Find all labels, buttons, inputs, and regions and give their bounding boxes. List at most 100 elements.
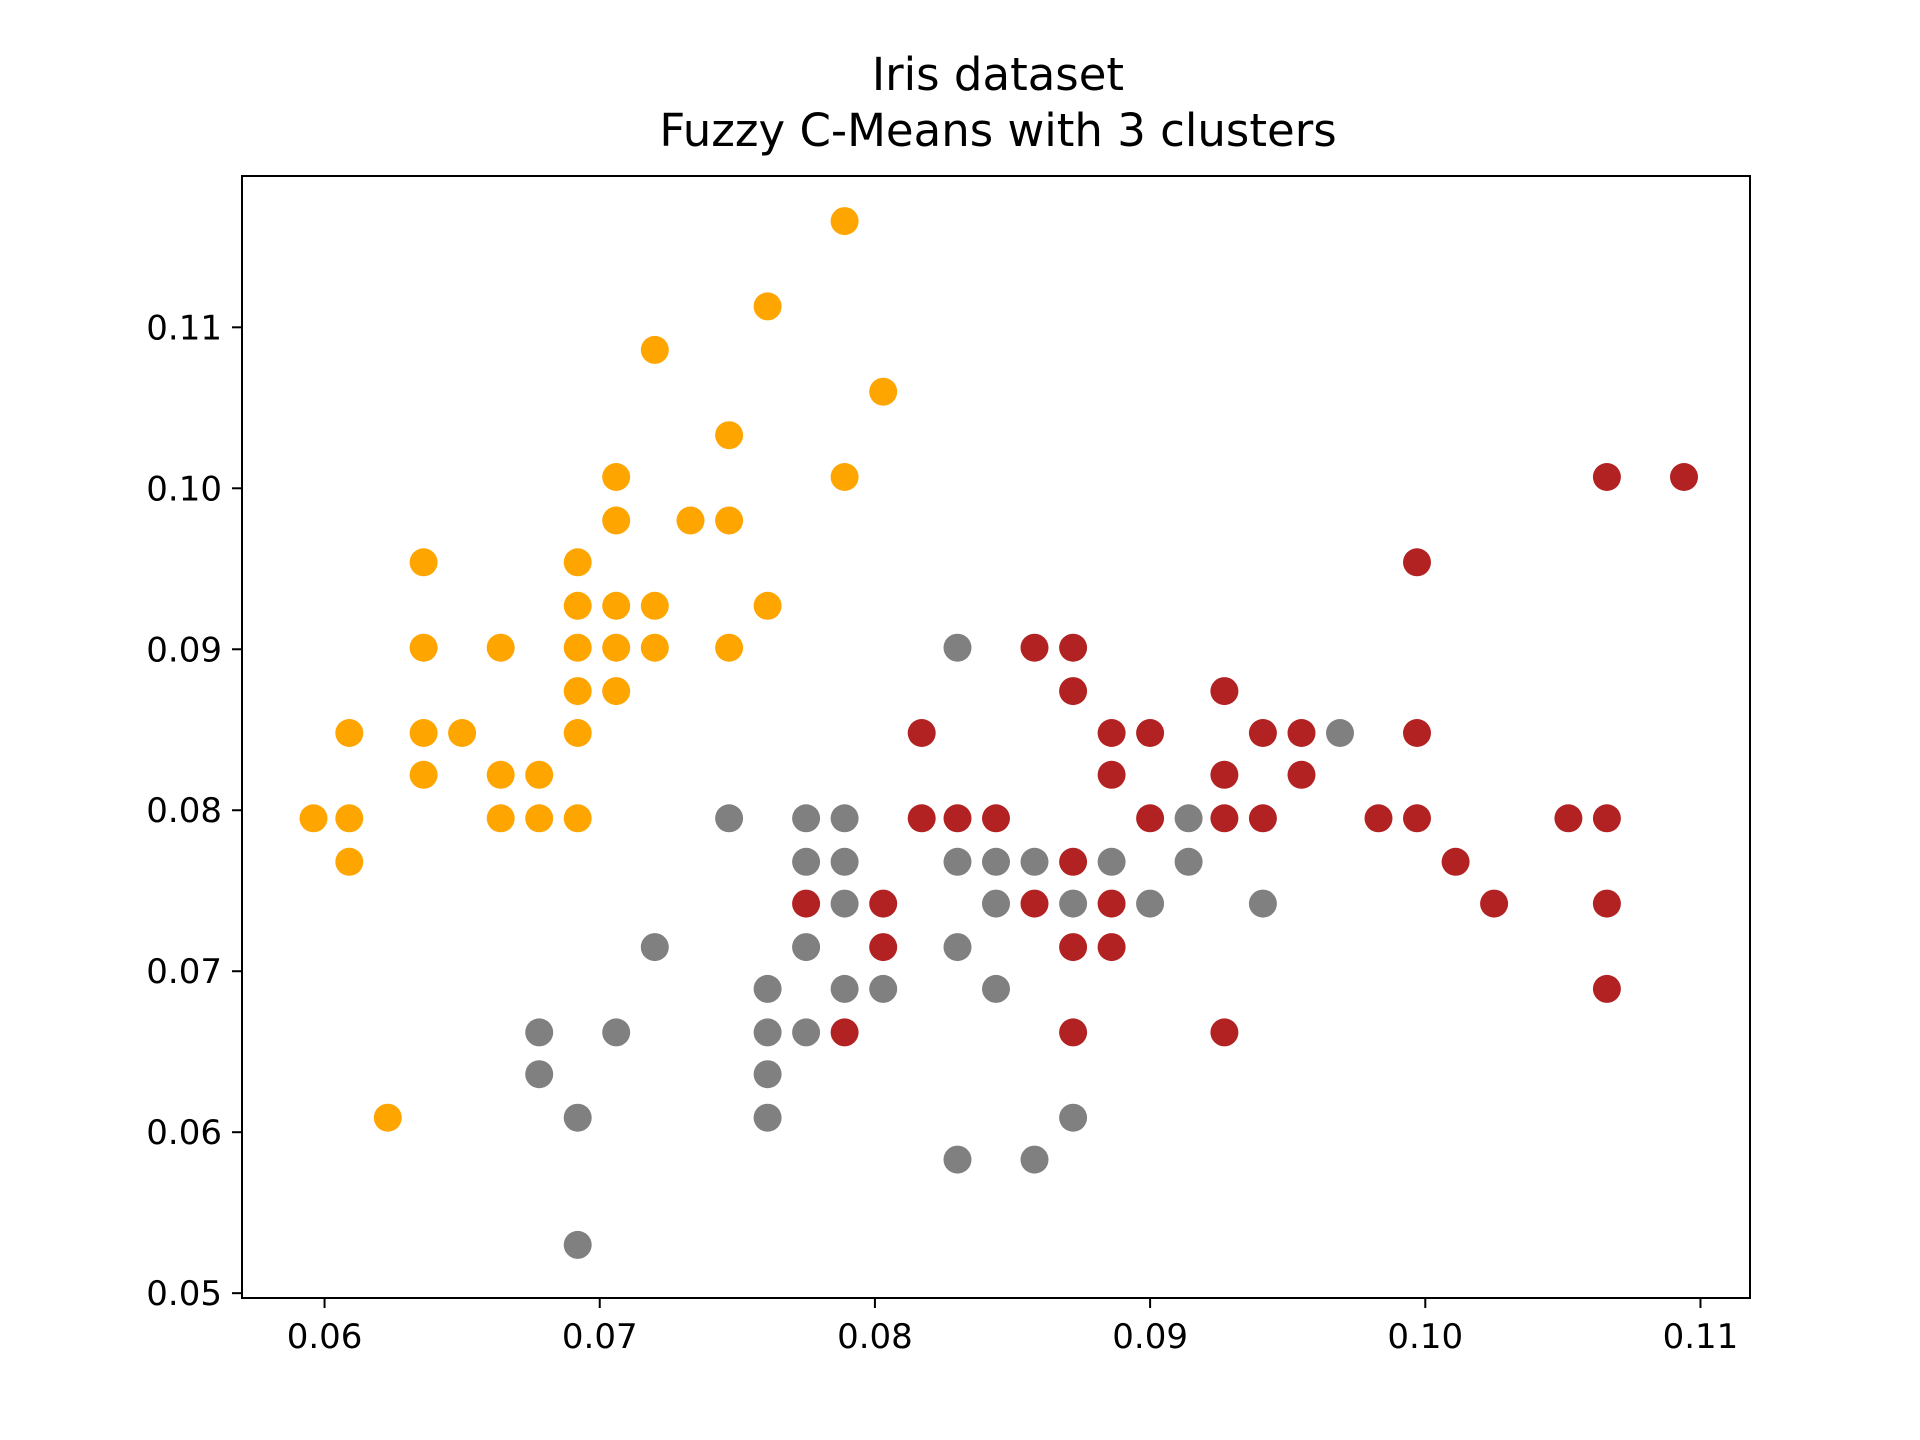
data-point bbox=[792, 847, 821, 876]
y-tick-label: 0.06 bbox=[146, 1113, 222, 1153]
data-point bbox=[1059, 677, 1088, 706]
x-tick-label: 0.10 bbox=[1387, 1317, 1463, 1357]
data-point bbox=[753, 1103, 782, 1132]
data-point bbox=[409, 760, 438, 789]
data-point bbox=[753, 292, 782, 321]
data-point bbox=[982, 889, 1010, 918]
data-point bbox=[1248, 719, 1277, 747]
data-point bbox=[753, 974, 782, 1003]
data-point bbox=[830, 889, 859, 918]
data-point bbox=[1480, 889, 1509, 918]
y-tick-label: 0.08 bbox=[146, 791, 222, 831]
data-point bbox=[563, 591, 592, 620]
data-point bbox=[869, 377, 898, 406]
y-tick-label: 0.07 bbox=[146, 952, 222, 992]
data-point bbox=[602, 506, 631, 535]
data-point bbox=[602, 1018, 631, 1047]
data-point bbox=[1059, 933, 1088, 962]
data-point bbox=[943, 633, 972, 662]
data-point bbox=[640, 335, 669, 364]
data-point bbox=[1059, 889, 1088, 918]
data-point bbox=[486, 804, 515, 833]
chart-subtitle: Fuzzy C-Means with 3 clusters bbox=[659, 104, 1336, 157]
data-point bbox=[1248, 804, 1277, 833]
data-point bbox=[830, 463, 859, 491]
data-point bbox=[1136, 804, 1165, 833]
data-point bbox=[715, 421, 744, 450]
y-tick-label: 0.05 bbox=[146, 1274, 222, 1314]
data-point bbox=[640, 933, 669, 962]
data-point bbox=[1441, 847, 1470, 876]
data-point bbox=[1210, 760, 1239, 789]
data-point bbox=[640, 591, 669, 620]
data-point bbox=[982, 847, 1010, 876]
data-point bbox=[1287, 719, 1316, 747]
data-point bbox=[676, 506, 705, 535]
cluster-series-2 bbox=[525, 633, 1354, 1259]
data-point bbox=[943, 933, 972, 962]
data-point bbox=[1210, 804, 1239, 833]
data-point bbox=[1210, 677, 1239, 706]
data-point bbox=[1592, 804, 1621, 833]
data-point bbox=[335, 804, 364, 833]
data-point bbox=[1364, 804, 1393, 833]
data-point bbox=[1210, 1018, 1239, 1047]
data-point bbox=[486, 633, 515, 662]
data-point bbox=[830, 1018, 859, 1047]
data-point bbox=[1403, 804, 1431, 833]
data-point bbox=[943, 847, 972, 876]
data-point bbox=[907, 719, 936, 747]
data-point bbox=[715, 804, 744, 833]
data-point bbox=[1554, 804, 1583, 833]
data-point bbox=[525, 1018, 554, 1047]
x-tick-label: 0.06 bbox=[287, 1317, 363, 1357]
x-axis-ticks: 0.06 0.07 0.08 0.09 0.10 0.11 bbox=[287, 1298, 1738, 1357]
data-point bbox=[1020, 847, 1049, 876]
data-point bbox=[943, 1145, 972, 1174]
data-point bbox=[640, 633, 669, 662]
data-point bbox=[448, 719, 477, 747]
data-point bbox=[830, 804, 859, 833]
data-point bbox=[525, 804, 554, 833]
data-point bbox=[869, 889, 898, 918]
data-point bbox=[1020, 633, 1049, 662]
data-point bbox=[869, 933, 898, 962]
data-point bbox=[753, 591, 782, 620]
data-point bbox=[943, 804, 972, 833]
data-point bbox=[792, 933, 821, 962]
data-point bbox=[1592, 974, 1621, 1003]
data-point bbox=[1059, 1103, 1088, 1132]
y-tick-label: 0.09 bbox=[146, 630, 222, 670]
data-point bbox=[602, 591, 631, 620]
data-point bbox=[830, 974, 859, 1003]
plot-frame bbox=[241, 175, 1751, 1299]
data-point bbox=[525, 760, 554, 789]
data-point bbox=[1059, 1018, 1088, 1047]
data-point bbox=[563, 677, 592, 706]
data-point bbox=[715, 506, 744, 535]
data-point bbox=[486, 760, 515, 789]
cluster-series-3 bbox=[792, 463, 1698, 1047]
data-point bbox=[1174, 804, 1203, 833]
data-point bbox=[1097, 933, 1126, 962]
x-tick-label: 0.07 bbox=[562, 1317, 638, 1357]
data-point bbox=[563, 1103, 592, 1132]
data-point bbox=[830, 847, 859, 876]
data-point bbox=[1592, 463, 1621, 491]
data-point bbox=[602, 633, 631, 662]
data-point bbox=[409, 633, 438, 662]
data-point bbox=[1136, 719, 1165, 747]
cluster-series-1 bbox=[299, 207, 898, 1132]
data-point bbox=[753, 1018, 782, 1047]
data-point bbox=[830, 207, 859, 236]
x-tick-label: 0.09 bbox=[1112, 1317, 1188, 1357]
data-point bbox=[563, 548, 592, 577]
data-point bbox=[907, 804, 936, 833]
data-point bbox=[1403, 548, 1431, 577]
data-point bbox=[982, 974, 1010, 1003]
data-point bbox=[602, 463, 631, 491]
data-point bbox=[335, 719, 364, 747]
data-point bbox=[1248, 889, 1277, 918]
data-point bbox=[1097, 847, 1126, 876]
data-point bbox=[1059, 633, 1088, 662]
